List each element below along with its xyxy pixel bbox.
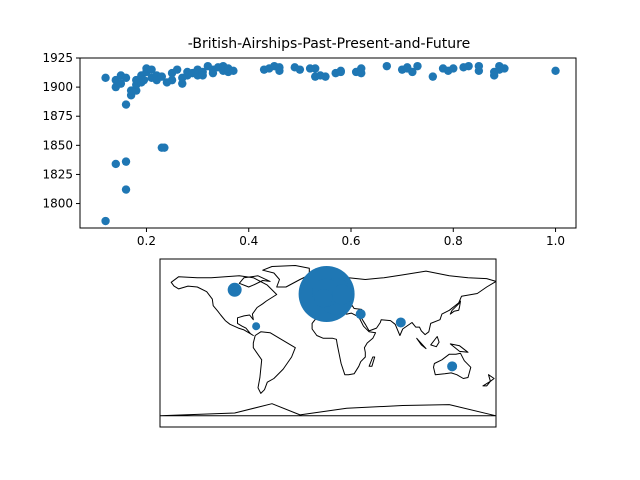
scatter-point xyxy=(160,143,169,152)
scatter-point xyxy=(413,61,422,71)
y-tick-label: 1850 xyxy=(42,138,73,152)
scatter-point xyxy=(147,65,156,74)
chart-title: -British-Airships-Past-Present-and-Futur… xyxy=(188,36,470,52)
map-bubble xyxy=(252,322,261,331)
scatter-point xyxy=(132,86,141,95)
scatter-point xyxy=(167,75,177,85)
scatter-point xyxy=(551,66,560,76)
map-bubbles xyxy=(227,266,458,372)
scatter-point xyxy=(198,71,207,80)
map-bubble xyxy=(227,282,242,297)
scatter-point xyxy=(116,79,126,88)
scatter-point xyxy=(111,159,120,169)
landmass-outline xyxy=(416,337,427,350)
scatter-point xyxy=(428,72,438,81)
x-tick-label: 0.4 xyxy=(239,234,258,248)
scatter-point xyxy=(157,72,167,81)
scatter-point xyxy=(139,75,149,85)
scatter-point xyxy=(275,66,284,76)
x-tick-label: 0.2 xyxy=(137,234,156,248)
landmass-outline xyxy=(433,352,472,379)
scatter-point xyxy=(172,65,182,74)
map-bubble xyxy=(314,289,333,308)
scatter-point xyxy=(321,72,330,81)
scatter-point xyxy=(408,67,417,77)
scatter-point xyxy=(208,68,218,78)
scatter-point xyxy=(101,73,110,82)
world-map-frame xyxy=(159,258,497,428)
scatter-point xyxy=(121,157,131,166)
scatter-points xyxy=(101,61,560,226)
scatter-point xyxy=(311,64,320,73)
map-bubble xyxy=(332,284,352,305)
x-tick-label: 1.0 xyxy=(546,234,565,248)
scatter-point xyxy=(474,66,484,76)
landmass-outline xyxy=(170,275,278,336)
scatter-plot-frame xyxy=(79,57,577,229)
scatter-point xyxy=(500,64,509,73)
scatter-point xyxy=(336,67,345,77)
y-tick-label: 1900 xyxy=(42,80,73,94)
scatter-point xyxy=(101,216,110,226)
scatter-point xyxy=(449,64,458,73)
scatter-point xyxy=(121,185,131,194)
landmass-outline xyxy=(238,275,271,288)
landmass-outline xyxy=(252,331,296,394)
map-bubble xyxy=(355,309,366,320)
scatter-point xyxy=(229,66,238,76)
y-tick-label: 1825 xyxy=(42,167,73,181)
y-tick-label: 1875 xyxy=(42,109,73,123)
x-axis: 0.2 0.4 0.6 0.8 1.0 xyxy=(137,228,565,248)
y-tick-label: 1925 xyxy=(42,51,73,65)
landmass-outline xyxy=(262,265,310,288)
landmass-outline xyxy=(430,336,440,348)
scatter-point xyxy=(464,61,473,71)
map-bubble xyxy=(447,361,458,372)
scatter-point xyxy=(295,65,305,74)
scatter-point xyxy=(121,100,131,109)
scatter-point xyxy=(382,61,392,71)
landmass-outline xyxy=(449,300,461,315)
x-tick-label: 0.6 xyxy=(341,234,360,248)
landmass-outline xyxy=(449,343,469,353)
y-axis: 1800 1825 1850 1875 1900 1925 xyxy=(42,51,80,211)
landmass-outline xyxy=(159,403,497,417)
scatter-point xyxy=(178,79,187,88)
landmass-outline xyxy=(482,374,495,387)
y-tick-label: 1800 xyxy=(42,197,73,211)
scatter-point xyxy=(357,68,366,78)
scatter-point xyxy=(121,73,131,82)
x-tick-label: 0.8 xyxy=(444,234,463,248)
landmass-outline xyxy=(368,356,376,367)
map-bubble xyxy=(395,317,406,328)
